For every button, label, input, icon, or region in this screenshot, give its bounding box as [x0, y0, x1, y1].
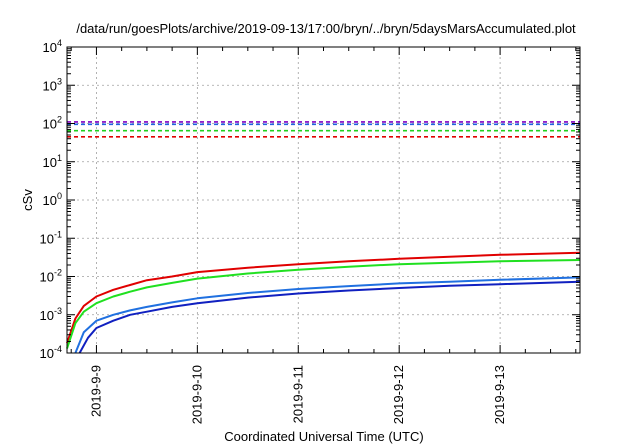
y-tick-labels: 10-4 10-3 10-2 10-1 100 101 102 103 104	[40, 38, 62, 361]
chart-title: /data/run/goesPlots/archive/2019-09-13/1…	[76, 21, 576, 36]
series-line	[66, 251, 581, 344]
x-tick-label: 2019-9-11	[290, 365, 305, 423]
y-tick-label: 100	[43, 191, 62, 208]
y-axis-title: cSv	[20, 189, 35, 211]
y-tick-label: 102	[43, 115, 62, 132]
series-line	[78, 280, 581, 354]
threshold-lines	[67, 121, 580, 138]
y-tick-label: 103	[43, 76, 62, 93]
y-tick-label: 10-3	[40, 306, 62, 323]
y-tick-label: 101	[43, 153, 62, 170]
x-tick-label: 2019-9-9	[88, 365, 103, 417]
x-tick-label: 2019-9-13	[492, 365, 507, 424]
series-line	[74, 276, 581, 354]
y-tick-label: 10-1	[40, 229, 62, 246]
series-lines	[66, 251, 581, 354]
x-tick-labels: 2019-9-9 2019-9-10 2019-9-11 2019-9-12 2019-…	[88, 365, 507, 424]
x-axis-title: Coordinated Universal Time (UTC)	[224, 429, 423, 444]
grid	[67, 47, 580, 353]
series-line	[66, 259, 581, 349]
y-tick-label: 10-2	[40, 268, 62, 285]
y-tick-label: 10-4	[40, 344, 62, 361]
x-tick-label: 2019-9-10	[189, 365, 204, 424]
x-tick-label: 2019-9-12	[391, 365, 406, 424]
axis-ticks	[67, 46, 580, 354]
y-tick-label: 104	[43, 38, 62, 55]
